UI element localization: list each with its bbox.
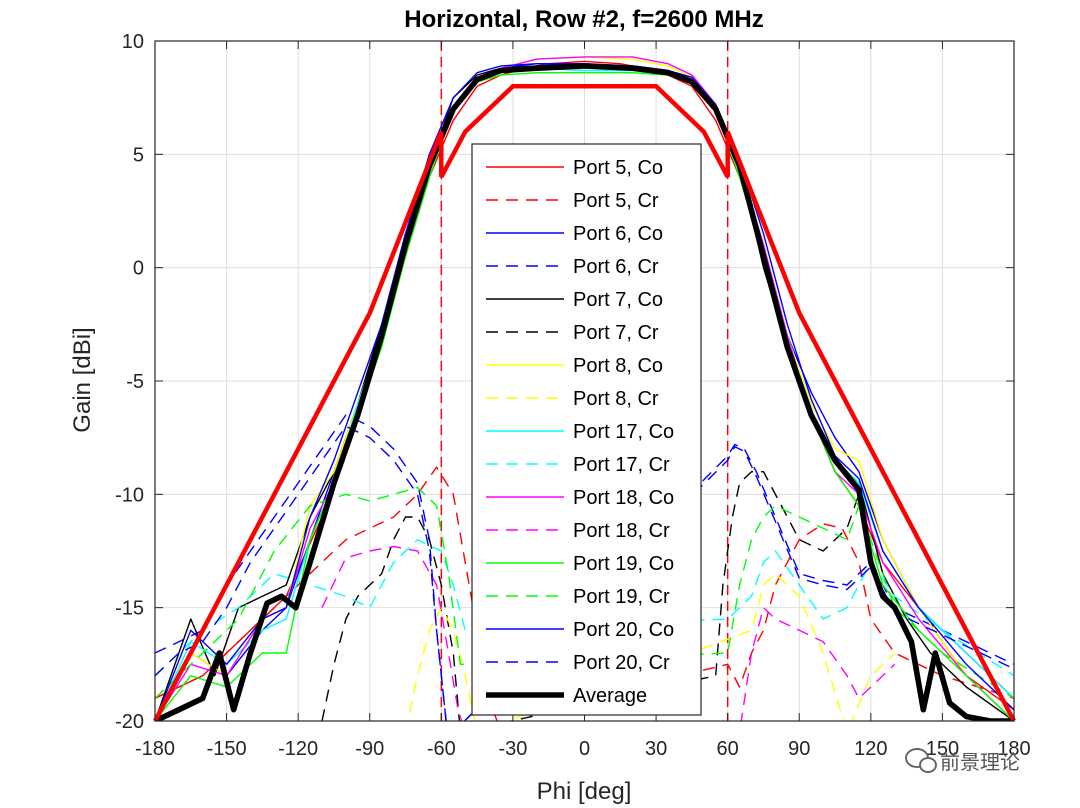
y-tick-label: 0 (133, 258, 144, 280)
x-tick-label: 30 (645, 738, 667, 760)
series-line (407, 573, 896, 721)
y-tick-label: -10 (115, 484, 144, 506)
series-line (155, 63, 1014, 721)
legend-label: Port 7, Co (573, 289, 663, 311)
legend-label: Port 20, Co (573, 619, 674, 641)
x-tick-label: -90 (355, 738, 384, 760)
legend-box (471, 143, 702, 716)
x-tick-label: 150 (926, 738, 959, 760)
legend-label: Port 18, Cr (573, 520, 670, 542)
x-tick-label: 180 (997, 738, 1030, 760)
series-line (155, 466, 1014, 721)
legend-label: Port 6, Cr (573, 256, 659, 278)
series-layer (155, 56, 1014, 721)
legend-label: Port 6, Co (573, 223, 663, 245)
legend-label: Port 20, Cr (573, 652, 670, 674)
wechat-icon (905, 748, 937, 773)
legend-label: Port 5, Co (573, 157, 663, 179)
legend-label: Average (573, 685, 647, 707)
x-tick-label: 120 (854, 738, 887, 760)
x-tick-label: -30 (498, 738, 527, 760)
chart-title: Horizontal, Row #2, f=2600 MHz (404, 6, 763, 33)
legend-label: Port 17, Co (573, 421, 674, 443)
legend: Port 5, Co Port 5, Cr Port 6, Co Port 6, Cr… (471, 143, 702, 716)
x-tick-label: 90 (788, 738, 810, 760)
series-line (155, 72, 1014, 721)
series-line (321, 545, 896, 721)
spec-mask (153, 84, 1016, 723)
legend-label: Port 19, Cr (573, 586, 670, 608)
x-tick-label: -150 (207, 738, 247, 760)
series-line (321, 471, 860, 721)
y-axis-label: Gain [dBi] (69, 327, 96, 432)
series-line (155, 56, 1014, 721)
tick-labels: -180 -150 -120 -90 -60 -30 0 30 60 90 120 150 180-20… (115, 31, 1031, 760)
x-tick-label: -180 (135, 738, 175, 760)
legend-label: Port 7, Cr (573, 322, 659, 344)
series-line (155, 539, 1014, 677)
y-tick-label: 10 (122, 31, 144, 53)
y-tick-label: -15 (115, 598, 144, 620)
x-tick-label: 0 (579, 738, 590, 760)
x-tick-label: -60 (427, 738, 456, 760)
legend-label: Port 17, Cr (573, 454, 670, 476)
legend-label: Port 8, Cr (573, 388, 659, 410)
y-tick-label: -20 (115, 711, 144, 733)
legend-label: Port 8, Co (573, 355, 663, 377)
legend-label: Port 18, Co (573, 487, 674, 509)
y-tick-label: 5 (133, 144, 144, 166)
y-tick-label: -5 (126, 371, 144, 393)
legend-label: Port 5, Cr (573, 190, 659, 212)
watermark-text: 前景理论 (940, 750, 1020, 774)
watermark: 前景理论 (905, 748, 1020, 774)
x-tick-label: -120 (278, 738, 318, 760)
x-tick-label: 60 (717, 738, 739, 760)
series-line (155, 425, 1014, 721)
spec-mask-layer (153, 84, 1016, 723)
x-axis-label: Phi [deg] (537, 778, 632, 805)
legend-label: Port 19, Co (573, 553, 674, 575)
